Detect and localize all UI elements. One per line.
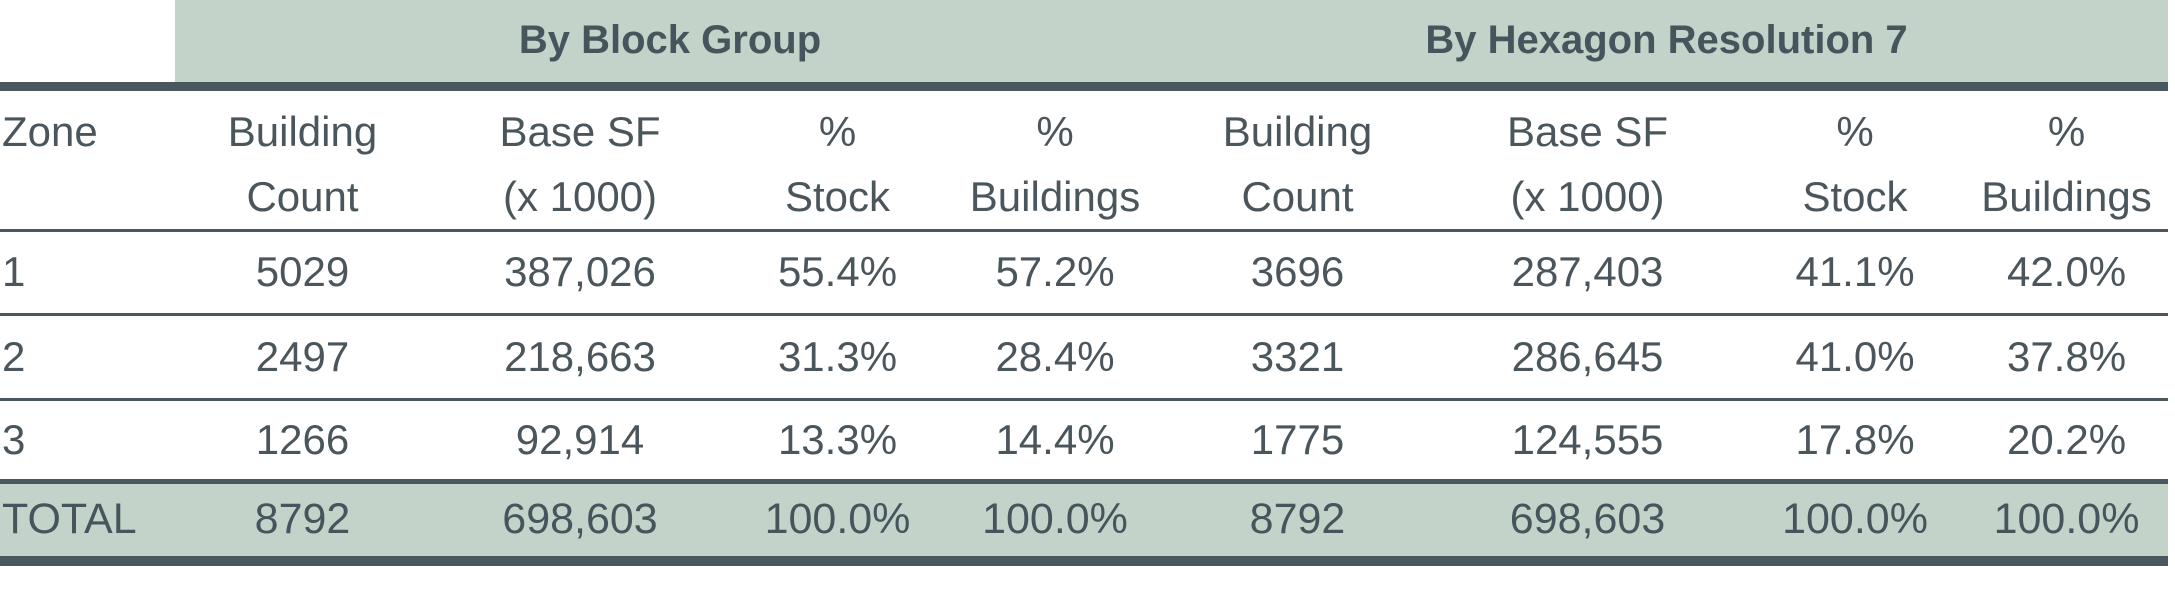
data-cell-base-sf-hex: 287,403 bbox=[1430, 230, 1746, 316]
col-header-pct-buildings-hex: % Buildings bbox=[1965, 86, 2169, 232]
col-header-line1: Building bbox=[1222, 107, 1373, 155]
col-header-pct-buildings-bg: % Buildings bbox=[945, 86, 1166, 232]
data-cell-pct-stock-hex: 41.0% bbox=[1745, 314, 1966, 401]
col-header-line2: Count bbox=[1241, 172, 1354, 220]
data-cell-pct-stock-hex: 41.1% bbox=[1745, 230, 1966, 316]
data-cell-pct-buildings-bg: 28.4% bbox=[945, 314, 1166, 401]
total-label: TOTAL bbox=[0, 481, 175, 566]
total-cell-base-sf-bg: 698,603 bbox=[430, 481, 730, 566]
total-cell-pct-buildings-hex: 100.0% bbox=[1965, 481, 2169, 566]
table-row-total: TOTAL 8792 698,603 100.0% 100.0% 8792 69… bbox=[0, 481, 2169, 566]
col-header-line2: (x 1000) bbox=[1510, 172, 1665, 220]
data-cell-pct-buildings-hex: 42.0% bbox=[1965, 230, 2169, 316]
data-cell-building-count-bg: 2497 bbox=[175, 314, 430, 401]
col-header-line1: Building bbox=[227, 107, 378, 155]
zone-summary-table: By Block Group By Hexagon Resolution 7 Z… bbox=[0, 0, 2169, 566]
col-header-line1: Base SF bbox=[1506, 107, 1669, 155]
data-cell-building-count-hex: 3321 bbox=[1165, 314, 1431, 401]
total-cell-pct-stock-hex: 100.0% bbox=[1745, 481, 1966, 566]
total-cell-building-count-bg: 8792 bbox=[175, 481, 430, 566]
group-header-block-group: By Block Group bbox=[175, 0, 1166, 91]
group-header-row: By Block Group By Hexagon Resolution 7 bbox=[0, 0, 2169, 91]
data-cell-base-sf-hex: 286,645 bbox=[1430, 314, 1746, 401]
col-header-line2: Buildings bbox=[1981, 172, 2152, 220]
total-cell-pct-stock-bg: 100.0% bbox=[730, 481, 945, 566]
group-header-hexagon-resolution-7: By Hexagon Resolution 7 bbox=[1165, 0, 2169, 91]
table-row-zone-1: 1 5029 387,026 55.4% 57.2% 3696 287,403 … bbox=[0, 230, 2169, 316]
data-cell-base-sf-bg: 387,026 bbox=[430, 230, 730, 316]
total-cell-base-sf-hex: 698,603 bbox=[1430, 481, 1746, 566]
col-header-line1: Zone bbox=[2, 107, 98, 155]
col-header-line1: % bbox=[2047, 107, 2086, 155]
col-header-line2: Buildings bbox=[969, 172, 1141, 220]
data-cell-pct-stock-bg: 13.3% bbox=[730, 399, 945, 484]
col-header-line1: % bbox=[818, 107, 857, 155]
data-cell-pct-buildings-bg: 57.2% bbox=[945, 230, 1166, 316]
zone-cell: 1 bbox=[0, 230, 175, 316]
col-header-line2: Stock bbox=[784, 172, 891, 220]
data-cell-building-count-bg: 1266 bbox=[175, 399, 430, 484]
column-header-row: Zone Building Count Base SF (x 1000) % S… bbox=[0, 86, 2169, 232]
col-header-base-sf-bg: Base SF (x 1000) bbox=[430, 86, 730, 232]
col-header-pct-stock-hex: % Stock bbox=[1745, 86, 1966, 232]
data-cell-building-count-hex: 3696 bbox=[1165, 230, 1431, 316]
data-cell-base-sf-hex: 124,555 bbox=[1430, 399, 1746, 484]
zone-cell: 2 bbox=[0, 314, 175, 401]
col-header-zone: Zone bbox=[0, 86, 175, 232]
data-cell-pct-stock-bg: 31.3% bbox=[730, 314, 945, 401]
col-header-building-count-hex: Building Count bbox=[1165, 86, 1431, 232]
banner-corner bbox=[0, 0, 175, 91]
data-cell-base-sf-bg: 218,663 bbox=[430, 314, 730, 401]
col-header-line2: Stock bbox=[1802, 172, 1908, 220]
data-cell-building-count-hex: 1775 bbox=[1165, 399, 1431, 484]
col-header-pct-stock-bg: % Stock bbox=[730, 86, 945, 232]
col-header-building-count-bg: Building Count bbox=[175, 86, 430, 232]
total-cell-pct-buildings-bg: 100.0% bbox=[945, 481, 1166, 566]
data-cell-pct-buildings-hex: 20.2% bbox=[1965, 399, 2169, 484]
col-header-line1: % bbox=[1836, 107, 1874, 155]
table-row-zone-2: 2 2497 218,663 31.3% 28.4% 3321 286,645 … bbox=[0, 314, 2169, 401]
col-header-line2: Count bbox=[246, 172, 359, 220]
data-cell-pct-buildings-bg: 14.4% bbox=[945, 399, 1166, 484]
data-cell-pct-stock-bg: 55.4% bbox=[730, 230, 945, 316]
data-cell-pct-stock-hex: 17.8% bbox=[1745, 399, 1966, 484]
col-header-line1: Base SF bbox=[499, 107, 661, 155]
data-cell-base-sf-bg: 92,914 bbox=[430, 399, 730, 484]
col-header-line2: (x 1000) bbox=[502, 172, 658, 220]
col-header-base-sf-hex: Base SF (x 1000) bbox=[1430, 86, 1746, 232]
table-row-zone-3: 3 1266 92,914 13.3% 14.4% 1775 124,555 1… bbox=[0, 399, 2169, 484]
data-cell-building-count-bg: 5029 bbox=[175, 230, 430, 316]
zone-cell: 3 bbox=[0, 399, 175, 484]
data-cell-pct-buildings-hex: 37.8% bbox=[1965, 314, 2169, 401]
total-cell-building-count-hex: 8792 bbox=[1165, 481, 1431, 566]
col-header-line1: % bbox=[1036, 107, 1074, 155]
